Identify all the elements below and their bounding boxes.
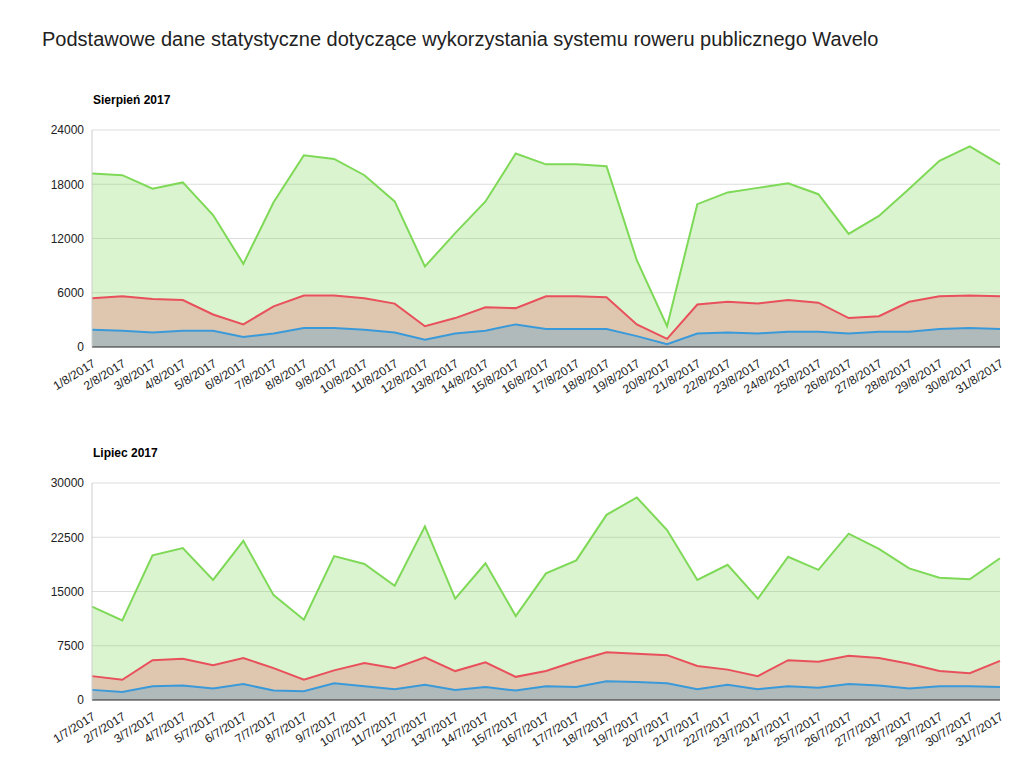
svg-text:14/7/2017: 14/7/2017 — [438, 709, 492, 750]
svg-text:31/7/2017: 31/7/2017 — [953, 709, 1006, 749]
svg-text:2/7/2017: 2/7/2017 — [81, 709, 129, 747]
svg-text:21/8/2017: 21/8/2017 — [650, 356, 704, 397]
svg-text:30/7/2017: 30/7/2017 — [922, 709, 976, 750]
svg-text:13/7/2017: 13/7/2017 — [408, 709, 461, 750]
svg-text:28/8/2017: 28/8/2017 — [862, 356, 915, 397]
svg-text:23/7/2017: 23/7/2017 — [711, 709, 764, 750]
svg-text:22/8/2017: 22/8/2017 — [680, 356, 734, 397]
svg-text:15000: 15000 — [51, 585, 85, 599]
svg-text:4/7/2017: 4/7/2017 — [141, 709, 189, 747]
svg-text:10/8/2017: 10/8/2017 — [317, 356, 371, 397]
svg-text:22500: 22500 — [51, 531, 85, 545]
svg-text:7/8/2017: 7/8/2017 — [232, 356, 280, 394]
svg-text:16/8/2017: 16/8/2017 — [499, 356, 552, 397]
svg-text:26/8/2017: 26/8/2017 — [801, 356, 855, 397]
svg-text:3/7/2017: 3/7/2017 — [111, 709, 159, 747]
svg-text:6/7/2017: 6/7/2017 — [202, 709, 250, 747]
svg-text:17/7/2017: 17/7/2017 — [529, 709, 583, 750]
svg-text:21/7/2017: 21/7/2017 — [650, 709, 704, 750]
svg-text:18/8/2017: 18/8/2017 — [559, 356, 613, 397]
svg-text:10/7/2017: 10/7/2017 — [317, 709, 371, 750]
svg-text:12/8/2017: 12/8/2017 — [378, 356, 431, 397]
svg-text:0: 0 — [77, 340, 84, 354]
svg-text:23/8/2017: 23/8/2017 — [711, 356, 764, 397]
svg-text:16/7/2017: 16/7/2017 — [499, 709, 552, 750]
svg-text:13/8/2017: 13/8/2017 — [408, 356, 461, 397]
svg-text:1/7/2017: 1/7/2017 — [50, 709, 98, 747]
svg-text:29/8/2017: 29/8/2017 — [892, 356, 946, 397]
svg-text:5/7/2017: 5/7/2017 — [171, 709, 219, 747]
svg-text:31/8/2017: 31/8/2017 — [953, 356, 1006, 396]
svg-text:15/7/2017: 15/7/2017 — [468, 709, 522, 750]
svg-text:8/7/2017: 8/7/2017 — [262, 709, 310, 747]
svg-text:11/8/2017: 11/8/2017 — [348, 356, 401, 397]
svg-text:27/8/2017: 27/8/2017 — [832, 356, 885, 397]
svg-text:25/8/2017: 25/8/2017 — [771, 356, 825, 397]
svg-text:7500: 7500 — [57, 639, 84, 653]
html-text:Lipiec 2017: Lipiec 2017 — [93, 446, 158, 460]
svg-text:14/8/2017: 14/8/2017 — [438, 356, 492, 397]
svg-text:9/8/2017: 9/8/2017 — [292, 356, 340, 394]
svg-text:17/8/2017: 17/8/2017 — [529, 356, 583, 397]
svg-text:24/8/2017: 24/8/2017 — [741, 356, 794, 397]
svg-text:19/7/2017: 19/7/2017 — [589, 709, 643, 750]
svg-text:29/7/2017: 29/7/2017 — [892, 709, 946, 750]
svg-text:22/7/2017: 22/7/2017 — [680, 709, 734, 750]
svg-text:3/8/2017: 3/8/2017 — [111, 356, 159, 394]
svg-text:1/8/2017: 1/8/2017 — [50, 356, 98, 394]
svg-text:8/8/2017: 8/8/2017 — [262, 356, 310, 394]
svg-text:15/8/2017: 15/8/2017 — [468, 356, 522, 397]
svg-text:0: 0 — [77, 693, 84, 707]
svg-text:28/7/2017: 28/7/2017 — [862, 709, 915, 750]
svg-text:24000: 24000 — [51, 123, 85, 137]
svg-text:27/7/2017: 27/7/2017 — [832, 709, 885, 750]
svg-text:6/8/2017: 6/8/2017 — [202, 356, 250, 394]
svg-text:9/7/2017: 9/7/2017 — [292, 709, 340, 747]
svg-text:30000: 30000 — [51, 476, 85, 490]
svg-text:19/8/2017: 19/8/2017 — [589, 356, 643, 397]
svg-text:5/8/2017: 5/8/2017 — [171, 356, 219, 394]
svg-text:4/8/2017: 4/8/2017 — [141, 356, 189, 394]
svg-text:26/7/2017: 26/7/2017 — [801, 709, 855, 750]
html-text:Sierpień 2017: Sierpień 2017 — [93, 93, 171, 107]
svg-text:12000: 12000 — [51, 232, 85, 246]
svg-text:20/8/2017: 20/8/2017 — [620, 356, 673, 397]
svg-text:20/7/2017: 20/7/2017 — [620, 709, 673, 750]
svg-text:25/7/2017: 25/7/2017 — [771, 709, 825, 750]
svg-text:18/7/2017: 18/7/2017 — [559, 709, 613, 750]
svg-text:30/8/2017: 30/8/2017 — [922, 356, 976, 397]
svg-text:7/7/2017: 7/7/2017 — [232, 709, 280, 747]
svg-text:18000: 18000 — [51, 178, 85, 192]
svg-text:11/7/2017: 11/7/2017 — [348, 709, 401, 750]
svg-text:24/7/2017: 24/7/2017 — [741, 709, 794, 750]
svg-text:6000: 6000 — [57, 286, 84, 300]
svg-text:2/8/2017: 2/8/2017 — [81, 356, 129, 394]
html-text:Podstawowe dane statystyczne d: Podstawowe dane statystyczne dotyczące w… — [42, 28, 879, 50]
svg-text:12/7/2017: 12/7/2017 — [378, 709, 431, 750]
